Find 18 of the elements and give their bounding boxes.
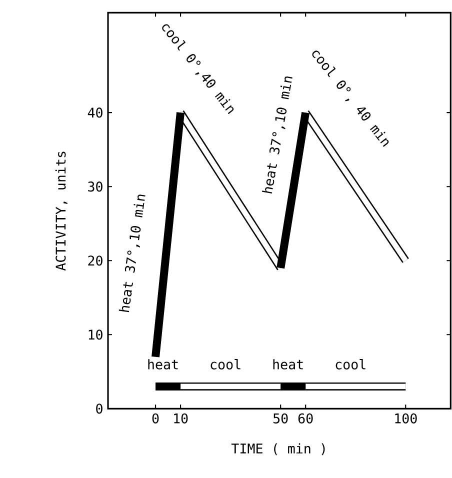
annotation: heat 37°,10 min [118,194,146,312]
y-axis-title: ACTIVITY, units [55,152,68,271]
x-tick-label: 50 [273,413,288,424]
annotation: cool [336,359,366,370]
y-tick-label: 20 [88,256,102,266]
x-tick-label: 10 [174,413,188,424]
x-tick-label: 0 [152,413,159,424]
y-tick-label: 30 [88,182,102,192]
x-tick-label: 60 [298,413,313,424]
annotation: cool [210,359,240,370]
annotation: heat [148,359,178,370]
x-axis-title: TIME ( min ) [231,443,325,456]
y-tick-label: 0 [96,404,102,414]
annotation: heat [273,359,303,370]
annotation: heat 37°,10 min [262,76,292,194]
x-tick-label: 100 [395,413,417,424]
y-tick-label: 10 [88,330,102,340]
y-tick-label: 40 [88,108,102,118]
